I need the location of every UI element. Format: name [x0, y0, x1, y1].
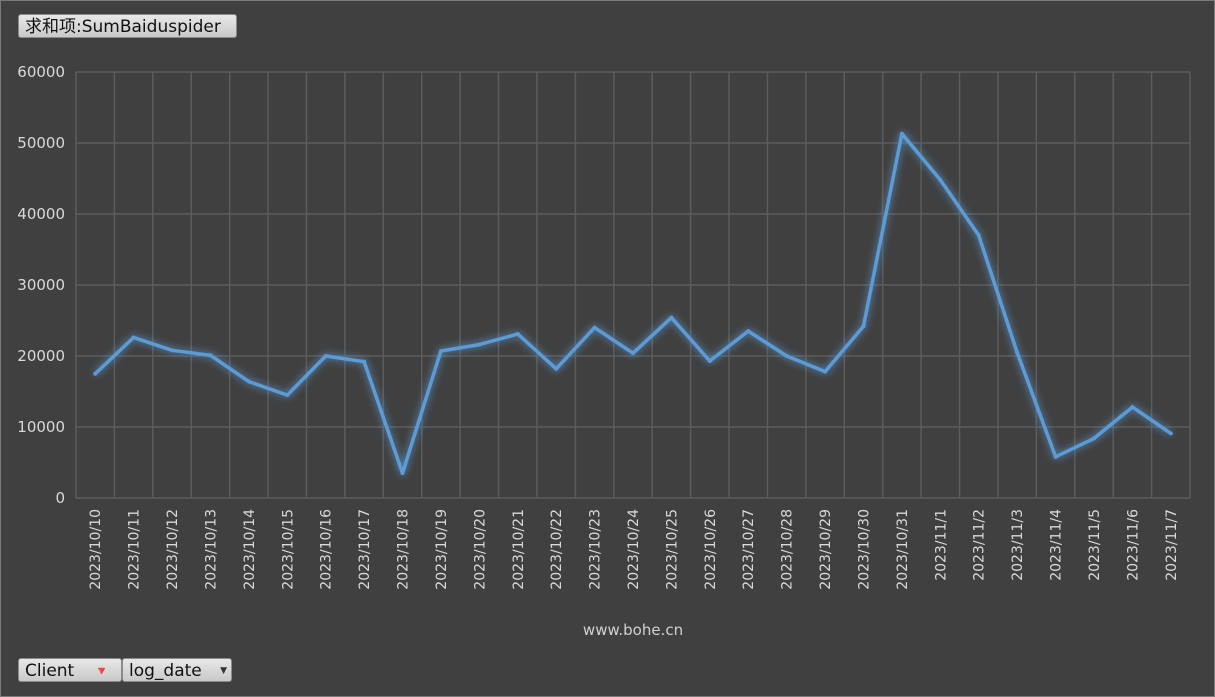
- x-tick-label: 2023/10/26: [703, 509, 719, 590]
- x-tick-label: 2023/10/12: [165, 509, 181, 590]
- data-point: [631, 351, 635, 356]
- x-tick-label: 2023/10/31: [895, 509, 911, 590]
- y-axis-ticks: 0 10000 20000 30000 40000 50000 60000: [17, 63, 65, 507]
- gridlines: [75, 71, 1191, 499]
- data-point: [208, 353, 213, 358]
- y-tick-label: 0: [55, 489, 65, 507]
- x-tick-label: 2023/11/3: [1010, 509, 1026, 581]
- data-point: [707, 358, 712, 363]
- data-point: [323, 354, 328, 358]
- axis-field-button[interactable]: log_date ▼: [122, 658, 232, 682]
- data-point: [592, 325, 597, 330]
- x-tick-label: 2023/10/17: [357, 509, 373, 590]
- x-tick-label: 2023/10/18: [396, 509, 412, 590]
- data-point: [746, 329, 751, 334]
- x-tick-label: 2023/10/21: [511, 509, 527, 590]
- data-point: [246, 379, 251, 384]
- series-group: [93, 131, 1173, 476]
- data-point: [976, 233, 981, 238]
- x-tick-label: 2023/10/28: [780, 509, 796, 590]
- axis-field-label: log_date: [129, 661, 202, 681]
- data-point: [400, 471, 405, 476]
- x-tick-label: 2023/10/16: [319, 509, 335, 590]
- data-point: [899, 131, 904, 136]
- x-tick-label: 2023/10/13: [203, 509, 219, 590]
- x-tick-label: 2023/10/29: [818, 509, 834, 590]
- x-tick-label: 2023/10/19: [434, 509, 450, 590]
- x-tick-label: 2023/11/4: [1049, 509, 1065, 581]
- y-tick-label: 60000: [17, 63, 65, 81]
- x-tick-label: 2023/11/5: [1087, 509, 1103, 581]
- x-axis-ticks: 2023/10/10 2023/10/11 2023/10/12 2023/10/13…: [88, 509, 1180, 590]
- data-point: [285, 393, 290, 398]
- series-line: [93, 132, 1172, 475]
- data-point: [131, 335, 136, 340]
- value-field-button[interactable]: 求和项:SumBaiduspider: [18, 14, 237, 38]
- x-tick-label: 2023/10/23: [588, 509, 604, 590]
- y-tick-label: 20000: [17, 347, 65, 365]
- filter-icon[interactable]: 🔻: [94, 664, 109, 678]
- data-point: [477, 342, 482, 347]
- x-tick-label: 2023/10/20: [472, 509, 488, 590]
- value-field-label: 求和项:SumBaiduspider: [25, 17, 221, 37]
- x-tick-label: 2023/11/7: [1164, 509, 1180, 581]
- y-tick-label: 40000: [17, 205, 65, 223]
- x-tick-label: 2023/11/6: [1125, 509, 1141, 581]
- x-tick-label: 2023/10/15: [280, 509, 296, 590]
- data-point: [823, 369, 828, 374]
- x-tick-label: 2023/10/22: [549, 509, 565, 590]
- x-tick-label: 2023/10/27: [741, 509, 757, 590]
- filter-field-label: Client: [25, 661, 75, 681]
- data-point: [784, 354, 789, 358]
- data-point: [438, 349, 443, 354]
- filter-field-button[interactable]: Client 🔻: [18, 658, 122, 682]
- data-point: [554, 366, 559, 371]
- y-tick-label: 50000: [17, 134, 65, 152]
- x-tick-label: 2023/10/10: [88, 509, 104, 590]
- data-point: [1091, 436, 1096, 441]
- x-tick-label: 2023/10/30: [856, 509, 872, 590]
- x-tick-label: 2023/10/11: [127, 509, 143, 590]
- data-point: [515, 331, 520, 336]
- data-point: [362, 359, 367, 364]
- data-point: [1168, 431, 1173, 436]
- y-tick-label: 10000: [17, 418, 65, 436]
- data-point: [669, 315, 674, 320]
- data-point: [93, 371, 98, 376]
- data-point: [1130, 405, 1135, 410]
- x-tick-label: 2023/10/14: [242, 509, 258, 590]
- y-tick-label: 30000: [17, 276, 65, 294]
- data-point: [938, 177, 943, 182]
- x-tick-label: 2023/11/1: [933, 509, 949, 581]
- dropdown-arrow-icon[interactable]: ▼: [220, 666, 227, 676]
- data-point: [170, 348, 175, 353]
- x-tick-label: 2023/11/2: [972, 509, 988, 581]
- data-point: [861, 324, 866, 329]
- watermark-text: www.bohe.cn: [583, 621, 683, 639]
- x-tick-label: 2023/10/24: [626, 509, 642, 590]
- data-point: [1053, 454, 1058, 459]
- x-tick-label: 2023/10/25: [664, 509, 680, 590]
- data-point: [1015, 350, 1020, 355]
